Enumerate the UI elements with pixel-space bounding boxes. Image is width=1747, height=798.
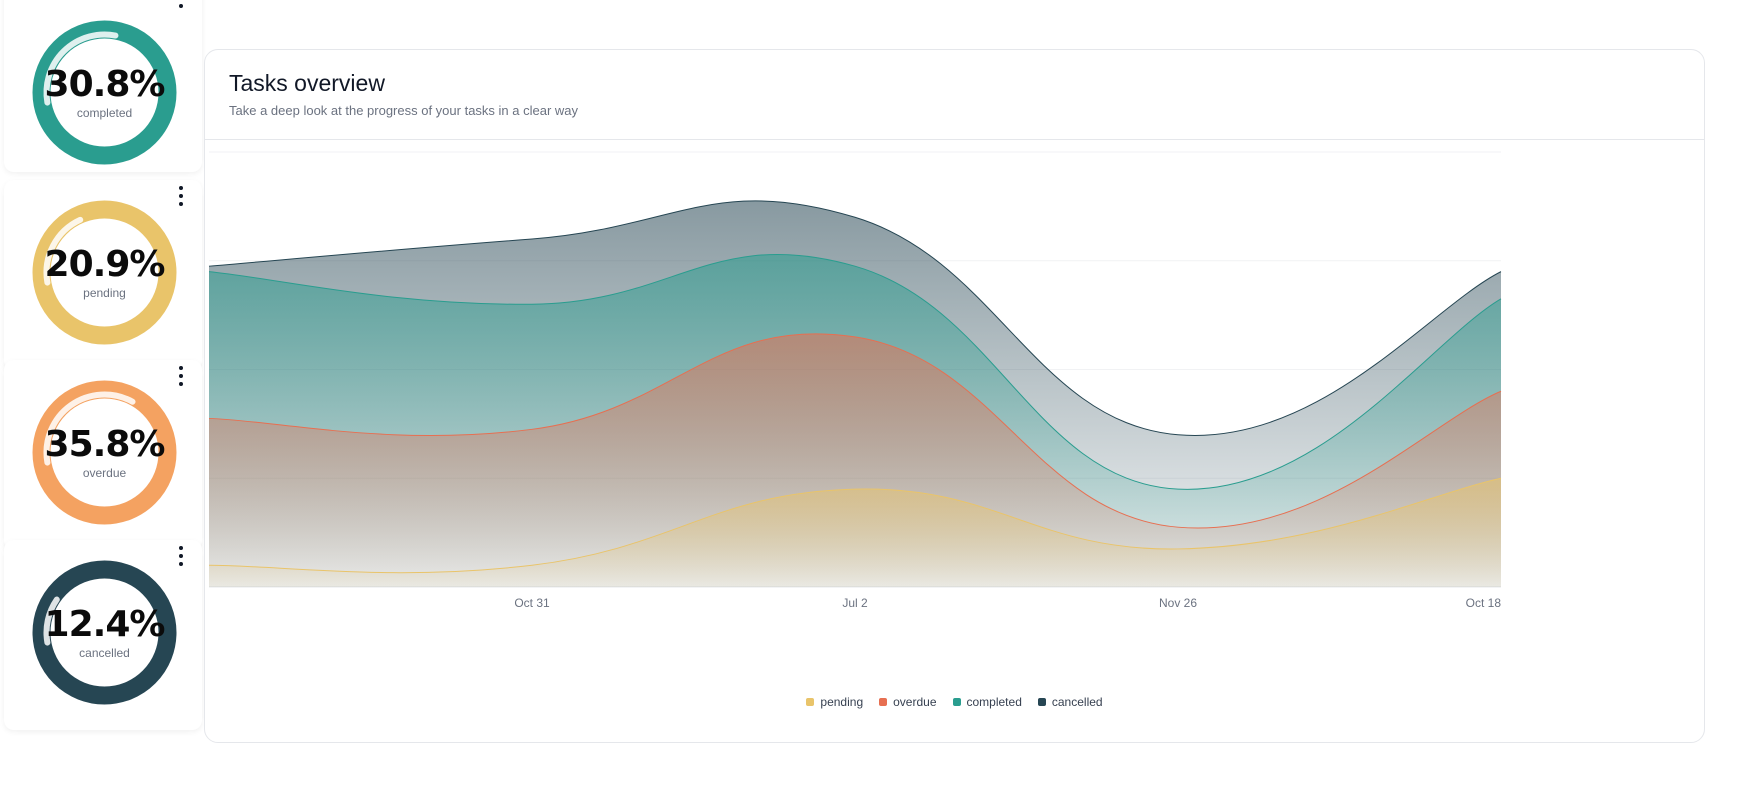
area-layer [209,200,1501,587]
donut-svg [32,560,177,705]
x-tick-label: Oct 31 [514,596,550,610]
donut-highlight-arc [43,391,136,466]
donut-ring [32,560,177,705]
area-overdue[interactable] [209,333,1501,587]
legend-swatch [952,698,961,706]
donut-chart: 30.8% completed [32,20,177,165]
kpi-card-completed: 30.8% completed [4,0,202,172]
donut-svg [32,200,177,345]
x-axis: Oct 31 Jul 2 Nov 26 Oct 18 [514,596,1501,610]
kpi-column: 30.8% completed 20.9% pending [0,0,204,798]
legend-swatch [879,698,888,706]
kpi-card-overdue: 35.8% overdue [4,360,202,550]
legend-label: cancelled [1051,695,1103,709]
kpi-value: 35.8% [44,423,166,465]
donut-ring [32,380,177,525]
donut-highlight-arc [43,31,119,106]
line-cancelled [208,200,1502,436]
kpi-label: pending [83,285,126,300]
line-layer [208,200,1502,574]
tasks-overview-card: Tasks overview Take a deep look at the p… [204,49,1705,743]
legend-label: pending [820,695,864,709]
legend-label: completed [966,695,1022,709]
area-pending[interactable] [209,478,1501,587]
kpi-label: overdue [82,465,127,480]
legend-label: overdue [893,695,937,709]
legend-item-overdue[interactable]: overdue [879,695,937,709]
kpi-card-pending: 20.9% pending [4,180,202,370]
donut-highlight-arc [43,596,60,646]
legend-swatch [1037,698,1046,706]
chart-title: Tasks overview [229,70,385,96]
x-tick-label: Jul 2 [842,596,868,610]
stacked-area-chart: Oct 31 Jul 2 Nov 26 Oct 18 [208,151,1502,610]
donut-ring [32,200,177,345]
chart-header: Tasks overview Take a deep look at the p… [205,50,1704,140]
more-options-icon[interactable] [174,546,188,566]
legend-item-completed[interactable]: completed [952,695,1022,709]
kpi-label: completed [76,105,133,120]
legend-item-cancelled[interactable]: cancelled [1037,695,1103,709]
kpi-value: 30.8% [44,63,166,105]
donut-chart: 35.8% overdue [32,380,177,525]
more-options-icon[interactable] [174,186,188,206]
donut-svg [32,380,177,525]
line-completed [208,253,1502,490]
more-options-icon[interactable] [174,0,188,8]
x-tick-label: Nov 26 [1159,596,1197,610]
line-overdue [208,333,1502,529]
chart-subtitle: Take a deep look at the progress of your… [229,103,579,118]
kpi-value: 12.4% [44,603,166,645]
legend-item-pending[interactable]: pending [806,695,863,709]
kpi-value: 20.9% [44,243,166,285]
donut-chart: 12.4% cancelled [32,560,177,705]
chart-legend: pending overdue completed cancelled [205,695,1704,709]
more-options-icon[interactable] [174,366,188,386]
donut-svg [32,20,177,165]
donut-highlight-arc [43,216,84,286]
kpi-label: cancelled [79,645,130,660]
donut-chart: 20.9% pending [32,200,177,345]
x-tick-label: Oct 18 [1466,596,1502,610]
donut-ring [32,20,177,165]
kpi-card-cancelled: 12.4% cancelled [4,540,202,730]
legend-swatch [806,698,815,706]
line-pending [208,477,1502,574]
